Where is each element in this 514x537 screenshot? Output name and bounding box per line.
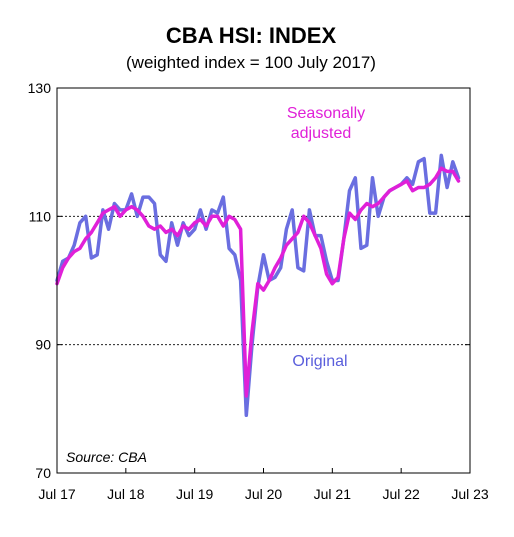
chart-subtitle: (weighted index = 100 July 2017) (126, 53, 376, 72)
x-tick-label: Jul 21 (314, 486, 352, 502)
x-tick-label: Jul 20 (245, 486, 283, 502)
x-tick-label: Jul 19 (176, 486, 214, 502)
y-tick-label: 110 (29, 208, 52, 224)
x-tick-label: Jul 18 (107, 486, 145, 502)
series-lines (55, 153, 461, 418)
series-line-seasonally-adjusted (55, 166, 461, 398)
source-note: Source: CBA (66, 449, 147, 465)
x-tick-label: Jul 17 (38, 486, 76, 502)
y-tick-label: 70 (35, 465, 51, 481)
y-tick-label: 90 (35, 337, 51, 353)
annotation-sa-line2: adjusted (291, 125, 352, 142)
gridlines (57, 215, 470, 346)
annotation-sa-line1: Seasonally (287, 105, 365, 122)
y-axis: 70 90 110 130 (28, 80, 470, 481)
x-tick-label: Jul 22 (382, 486, 420, 502)
plot-frame (56, 87, 471, 474)
y-tick-label: 130 (28, 80, 52, 96)
x-tick-label: Jul 23 (451, 486, 489, 502)
annotation-original: Original (292, 353, 347, 370)
x-axis: Jul 17 Jul 18 Jul 19 Jul 20 Jul 21 Jul 22 Jul … (38, 468, 489, 502)
chart-title: CBA HSI: INDEX (166, 23, 337, 48)
